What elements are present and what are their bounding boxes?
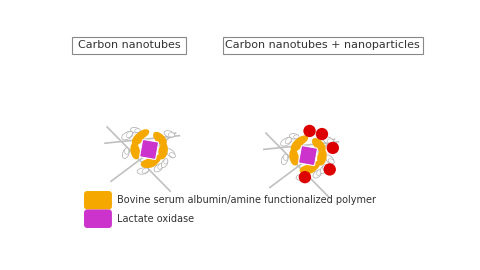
Ellipse shape bbox=[164, 158, 168, 164]
Text: Carbon nanotubes + nanoparticles: Carbon nanotubes + nanoparticles bbox=[225, 40, 420, 50]
Ellipse shape bbox=[141, 158, 157, 168]
Ellipse shape bbox=[289, 149, 299, 166]
Ellipse shape bbox=[289, 134, 299, 139]
Ellipse shape bbox=[283, 154, 288, 160]
Ellipse shape bbox=[300, 165, 316, 174]
Ellipse shape bbox=[323, 137, 333, 144]
Ellipse shape bbox=[161, 159, 168, 167]
Ellipse shape bbox=[167, 149, 175, 158]
Ellipse shape bbox=[308, 161, 320, 172]
Ellipse shape bbox=[320, 165, 327, 174]
Ellipse shape bbox=[301, 174, 307, 179]
Ellipse shape bbox=[137, 129, 149, 139]
FancyBboxPatch shape bbox=[223, 37, 423, 54]
Ellipse shape bbox=[153, 132, 167, 146]
Ellipse shape bbox=[126, 131, 132, 138]
Ellipse shape bbox=[135, 129, 140, 133]
Circle shape bbox=[299, 171, 311, 183]
Ellipse shape bbox=[296, 174, 308, 180]
FancyBboxPatch shape bbox=[299, 146, 317, 166]
Ellipse shape bbox=[154, 164, 163, 172]
FancyBboxPatch shape bbox=[72, 37, 186, 54]
Ellipse shape bbox=[296, 135, 308, 145]
FancyBboxPatch shape bbox=[140, 140, 158, 159]
Ellipse shape bbox=[281, 137, 292, 146]
Circle shape bbox=[326, 142, 339, 154]
Circle shape bbox=[303, 125, 316, 137]
Ellipse shape bbox=[313, 170, 322, 178]
Ellipse shape bbox=[317, 149, 327, 166]
Ellipse shape bbox=[131, 127, 140, 133]
Ellipse shape bbox=[158, 164, 163, 169]
Text: Bovine serum albumin/amine functionalized polymer: Bovine serum albumin/amine functionalize… bbox=[117, 195, 375, 205]
Ellipse shape bbox=[285, 137, 291, 144]
FancyBboxPatch shape bbox=[84, 210, 112, 228]
Ellipse shape bbox=[158, 143, 168, 159]
Ellipse shape bbox=[122, 148, 129, 158]
Ellipse shape bbox=[290, 138, 304, 152]
Ellipse shape bbox=[294, 135, 299, 139]
Ellipse shape bbox=[328, 159, 334, 164]
Text: Carbon nanotubes: Carbon nanotubes bbox=[78, 40, 180, 50]
Ellipse shape bbox=[131, 143, 140, 159]
Circle shape bbox=[324, 163, 336, 176]
Ellipse shape bbox=[149, 155, 161, 166]
Ellipse shape bbox=[137, 168, 149, 174]
Ellipse shape bbox=[323, 165, 326, 170]
Ellipse shape bbox=[325, 155, 334, 164]
Ellipse shape bbox=[327, 139, 334, 143]
Ellipse shape bbox=[132, 131, 145, 146]
Ellipse shape bbox=[312, 138, 326, 152]
Ellipse shape bbox=[164, 131, 175, 137]
Ellipse shape bbox=[122, 131, 133, 140]
Ellipse shape bbox=[281, 154, 288, 165]
Ellipse shape bbox=[168, 133, 175, 137]
Circle shape bbox=[316, 128, 328, 140]
FancyBboxPatch shape bbox=[84, 191, 112, 210]
Ellipse shape bbox=[317, 170, 322, 176]
Ellipse shape bbox=[124, 148, 129, 154]
Ellipse shape bbox=[169, 153, 175, 157]
Text: Lactate oxidase: Lactate oxidase bbox=[117, 214, 194, 224]
Ellipse shape bbox=[142, 168, 148, 173]
